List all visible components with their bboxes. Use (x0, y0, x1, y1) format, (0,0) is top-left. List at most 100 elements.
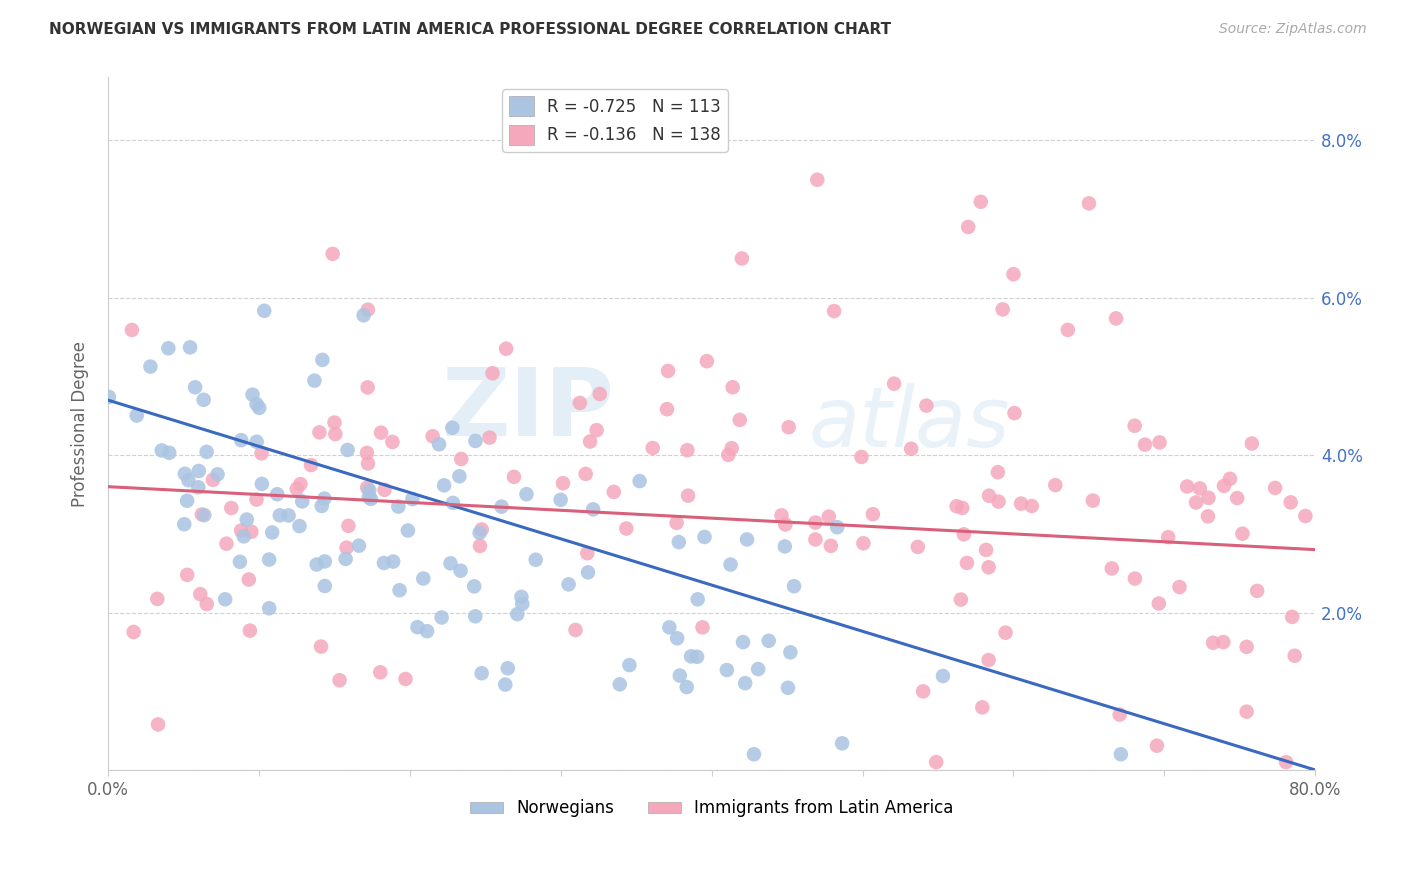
Point (1056, 323, 1078, 337)
Point (575, 467, 598, 481)
Point (779, 645, 801, 659)
Point (735, 533, 758, 547)
Point (1105, 311, 1128, 326)
Point (337, 519, 360, 533)
Point (314, 579, 336, 593)
Point (907, 540, 929, 554)
Point (977, 653, 1000, 667)
Point (957, 219, 980, 234)
Point (576, 566, 599, 580)
Point (852, 536, 875, 550)
Point (146, 591, 169, 606)
Point (215, 536, 238, 550)
Point (481, 366, 503, 380)
Point (1219, 472, 1241, 486)
Point (122, 625, 145, 640)
Point (387, 500, 409, 514)
Point (1294, 509, 1316, 524)
Point (464, 434, 486, 448)
Point (139, 359, 162, 374)
Point (956, 556, 979, 570)
Point (422, 429, 444, 443)
Point (776, 681, 799, 695)
Point (1236, 640, 1258, 654)
Legend: Norwegians, Immigrants from Latin America: Norwegians, Immigrants from Latin Americ… (463, 793, 960, 824)
Point (720, 441, 742, 455)
Point (266, 487, 288, 501)
Point (356, 481, 378, 495)
Point (912, 684, 935, 698)
Point (97, 390, 120, 404)
Point (883, 376, 905, 391)
Point (820, 539, 842, 553)
Point (1275, 755, 1298, 769)
Point (173, 517, 195, 532)
Point (619, 658, 641, 673)
Point (427, 437, 450, 451)
Point (945, 500, 967, 514)
Point (193, 392, 215, 407)
Point (464, 609, 486, 624)
Point (229, 524, 252, 538)
Point (915, 399, 938, 413)
Point (388, 583, 411, 598)
Point (817, 509, 839, 524)
Point (1197, 509, 1219, 524)
Point (221, 501, 243, 516)
Point (831, 736, 853, 750)
Point (970, 194, 993, 209)
Point (311, 499, 333, 513)
Point (441, 421, 464, 435)
Point (173, 467, 195, 481)
Point (681, 649, 703, 664)
Point (734, 676, 756, 690)
Text: atlas: atlas (808, 384, 1010, 464)
Point (666, 632, 689, 646)
Point (585, 423, 607, 437)
Point (1146, 739, 1168, 753)
Point (231, 433, 253, 447)
Point (257, 552, 280, 566)
Point (742, 747, 765, 762)
Point (579, 434, 602, 449)
Point (1021, 499, 1043, 513)
Point (207, 467, 229, 482)
Point (463, 579, 485, 593)
Point (347, 539, 370, 553)
Point (308, 425, 330, 440)
Point (1240, 436, 1263, 450)
Point (1246, 583, 1268, 598)
Point (359, 483, 381, 498)
Point (157, 446, 180, 460)
Point (201, 473, 224, 487)
Point (214, 592, 236, 607)
Point (357, 490, 380, 504)
Point (1232, 526, 1254, 541)
Point (953, 527, 976, 541)
Point (773, 540, 796, 554)
Point (157, 341, 180, 355)
Point (716, 663, 738, 677)
Point (1281, 610, 1303, 624)
Point (495, 342, 517, 356)
Point (179, 340, 201, 354)
Point (987, 465, 1010, 479)
Text: NORWEGIAN VS IMMIGRANTS FROM LATIN AMERICA PROFESSIONAL DEGREE CORRELATION CHART: NORWEGIAN VS IMMIGRANTS FROM LATIN AMERI… (49, 22, 891, 37)
Point (184, 380, 207, 394)
Point (900, 442, 922, 456)
Point (676, 489, 699, 503)
Point (1188, 482, 1211, 496)
Point (250, 446, 273, 460)
Point (299, 458, 322, 472)
Point (1198, 491, 1220, 505)
Point (471, 523, 494, 537)
Point (250, 476, 273, 491)
Point (314, 554, 336, 568)
Point (406, 620, 429, 634)
Text: Source: ZipAtlas.com: Source: ZipAtlas.com (1219, 22, 1367, 37)
Point (322, 247, 344, 261)
Point (262, 525, 284, 540)
Point (360, 491, 382, 506)
Point (246, 434, 269, 449)
Point (439, 557, 461, 571)
